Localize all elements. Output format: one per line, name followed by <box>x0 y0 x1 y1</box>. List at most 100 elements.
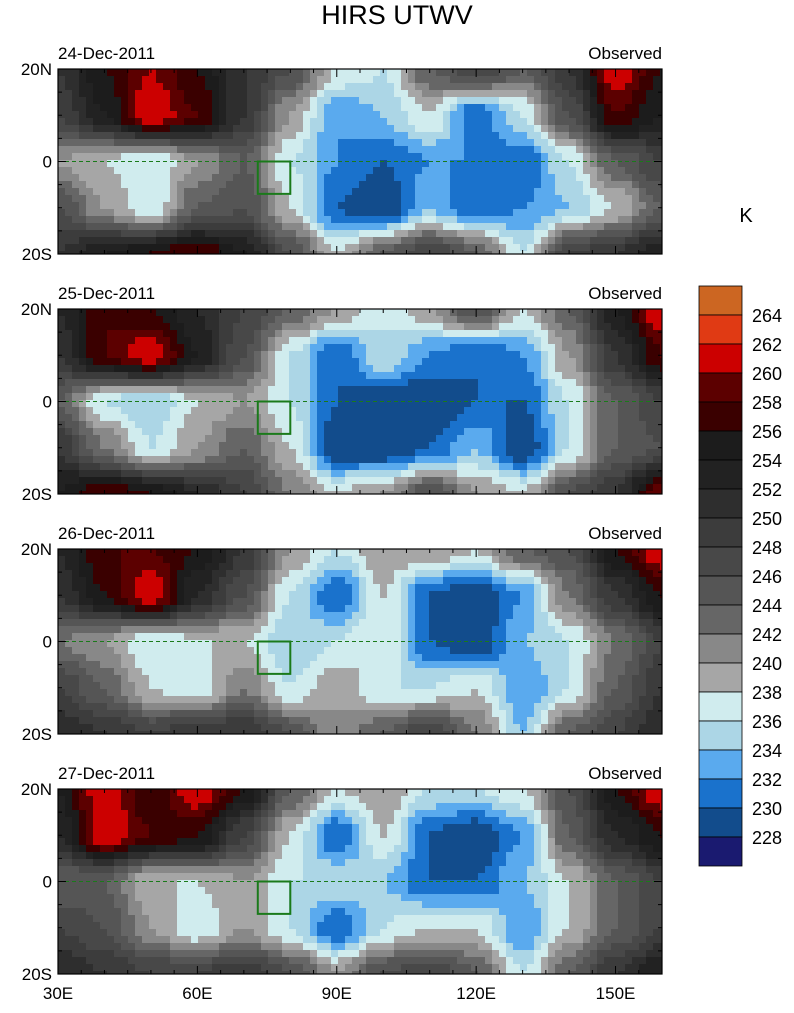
contour-cell <box>387 132 395 140</box>
contour-cell <box>436 365 444 373</box>
contour-cell <box>261 400 269 408</box>
contour-cell <box>121 111 129 119</box>
contour-cell <box>359 484 367 492</box>
contour-cell <box>520 195 528 203</box>
contour-cell <box>499 414 507 422</box>
contour-cell <box>163 393 171 401</box>
contour-cell <box>100 477 108 485</box>
contour-cell <box>86 400 94 408</box>
contour-cell <box>527 118 535 126</box>
contour-cell <box>394 435 402 443</box>
contour-cell <box>114 167 122 175</box>
contour-cell <box>464 372 472 380</box>
contour-cell <box>632 167 640 175</box>
contour-cell <box>275 181 283 189</box>
contour-cell <box>401 456 409 464</box>
contour-cell <box>86 463 94 471</box>
contour-cell <box>170 379 178 387</box>
contour-cell <box>541 160 549 168</box>
contour-cell <box>590 309 598 317</box>
contour-cell <box>520 442 528 450</box>
contour-cell <box>254 337 262 345</box>
contour-cell <box>65 251 73 255</box>
contour-cell <box>142 90 150 98</box>
contour-cell <box>422 104 430 112</box>
contour-cell <box>282 195 290 203</box>
contour-cell <box>254 351 262 359</box>
contour-cell <box>604 104 612 112</box>
contour-cell <box>646 160 654 168</box>
contour-cell <box>387 97 395 105</box>
contour-cell <box>282 237 290 245</box>
contour-cell <box>240 316 248 324</box>
contour-cell <box>373 195 381 203</box>
contour-cell <box>422 174 430 182</box>
contour-cell <box>184 491 192 495</box>
contour-cell <box>492 456 500 464</box>
contour-cell <box>184 237 192 245</box>
contour-cell <box>492 379 500 387</box>
contour-cell <box>240 435 248 443</box>
contour-cell <box>163 491 171 495</box>
contour-cell <box>366 330 374 338</box>
contour-cell <box>114 456 122 464</box>
contour-cell <box>352 386 360 394</box>
contour-cell <box>534 216 542 224</box>
contour-cell <box>107 435 115 443</box>
contour-cell <box>415 393 423 401</box>
contour-cell <box>198 309 206 317</box>
contour-cell <box>261 330 269 338</box>
contour-cell <box>128 202 136 210</box>
contour-cell <box>205 90 213 98</box>
contour-cell <box>513 139 521 147</box>
contour-cell <box>303 195 311 203</box>
contour-cell <box>394 414 402 422</box>
contour-cell <box>478 97 486 105</box>
contour-cell <box>387 216 395 224</box>
contour-cell <box>422 351 430 359</box>
contour-cell <box>114 216 122 224</box>
contour-cell <box>499 407 507 415</box>
contour-cell <box>275 400 283 408</box>
contour-cell <box>240 125 248 133</box>
contour-cell <box>534 251 542 255</box>
contour-cell <box>149 223 157 231</box>
contour-cell <box>653 449 661 457</box>
contour-cell <box>212 174 220 182</box>
contour-cell <box>275 309 283 317</box>
contour-cell <box>212 484 220 492</box>
contour-cell <box>317 372 325 380</box>
contour-cell <box>233 372 241 380</box>
contour-cell <box>359 393 367 401</box>
contour-cell <box>562 372 570 380</box>
contour-cell <box>639 69 647 77</box>
contour-cell <box>205 309 213 317</box>
contour-cell <box>219 358 227 366</box>
contour-cell <box>345 223 353 231</box>
contour-cell <box>618 316 626 324</box>
contour-cell <box>261 358 269 366</box>
contour-cell <box>184 195 192 203</box>
contour-cell <box>121 209 129 217</box>
contour-cell <box>359 442 367 450</box>
contour-cell <box>310 146 318 154</box>
contour-cell <box>282 337 290 345</box>
contour-cell <box>632 491 640 495</box>
contour-cell <box>366 477 374 485</box>
contour-cell <box>289 237 297 245</box>
contour-cell <box>331 160 339 168</box>
contour-cell <box>618 181 626 189</box>
contour-cell <box>450 421 458 429</box>
contour-cell <box>184 421 192 429</box>
contour-cell <box>65 351 73 359</box>
contour-cell <box>401 132 409 140</box>
contour-cell <box>639 365 647 373</box>
contour-cell <box>254 97 262 105</box>
contour-cell <box>506 456 514 464</box>
contour-cell <box>282 209 290 217</box>
contour-cell <box>555 309 563 317</box>
contour-cell <box>282 132 290 140</box>
contour-cell <box>331 251 339 255</box>
contour-cell <box>338 104 346 112</box>
contour-cell <box>149 491 157 495</box>
